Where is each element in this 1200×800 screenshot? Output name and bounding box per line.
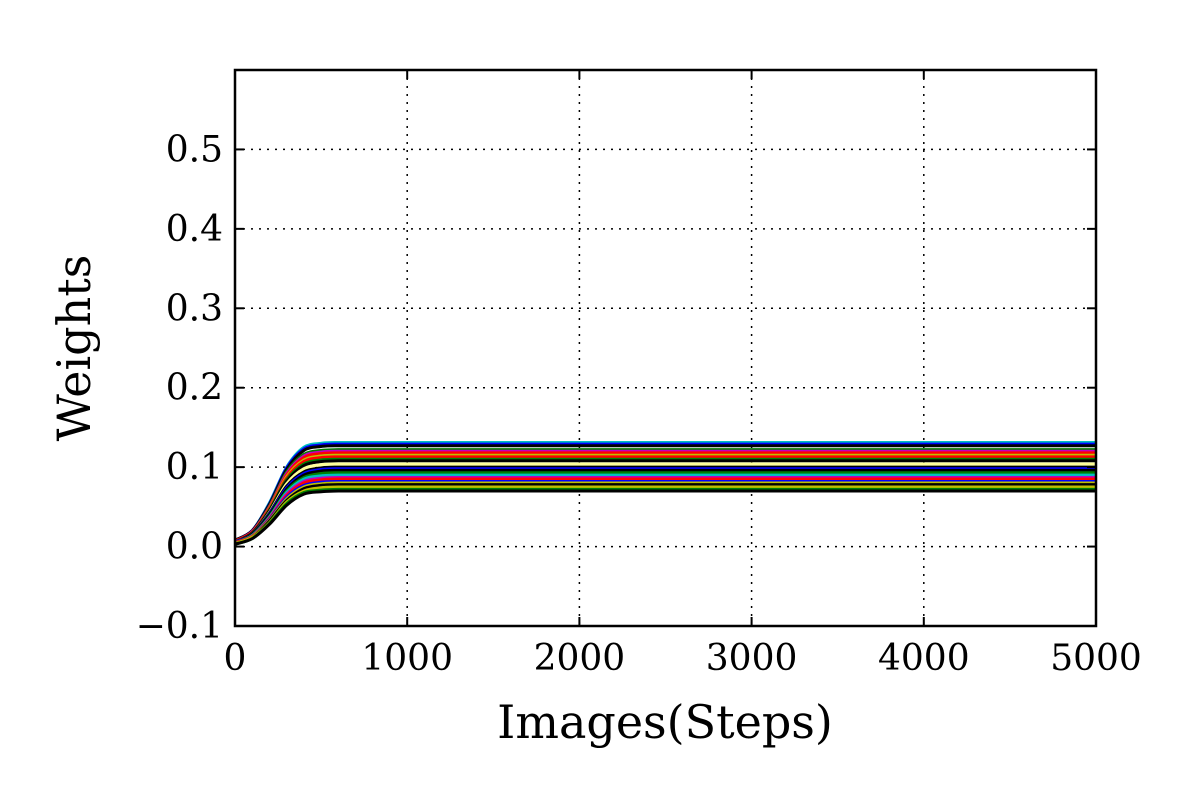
y-tick-label: 0.0 (166, 527, 223, 568)
y-tick-labels: −0.1 0.0 0.1 0.2 0.3 0.4 0.5 (136, 129, 223, 647)
y-tick-label: 0.1 (166, 447, 223, 488)
y-tick-label: 0.2 (166, 368, 223, 409)
x-tick-label: 2000 (534, 638, 626, 679)
plot-frame (233, 68, 1098, 628)
x-tick-label: 0 (224, 638, 247, 679)
x-tick-label: 1000 (361, 638, 453, 679)
y-tick-label: −0.1 (136, 606, 223, 647)
series-line-24 (235, 489, 1096, 546)
series-line-23 (235, 487, 1096, 546)
series-line-21 (235, 483, 1096, 545)
grid (235, 70, 1096, 626)
axis-ticks (234, 70, 1097, 627)
series-line-22 (235, 485, 1096, 545)
y-tick-label: 0.4 (166, 209, 223, 250)
series-lines (235, 441, 1096, 546)
y-axis-label: Weights (47, 255, 101, 442)
x-tick-labels: 0 1000 2000 3000 4000 5000 (224, 638, 1142, 679)
y-tick-label: 0.5 (166, 129, 223, 170)
x-tick-label: 5000 (1050, 638, 1142, 679)
y-tick-label: 0.3 (166, 288, 223, 329)
x-tick-label: 4000 (878, 638, 970, 679)
x-axis-label: Images(Steps) (497, 695, 833, 749)
x-tick-label: 3000 (706, 638, 798, 679)
